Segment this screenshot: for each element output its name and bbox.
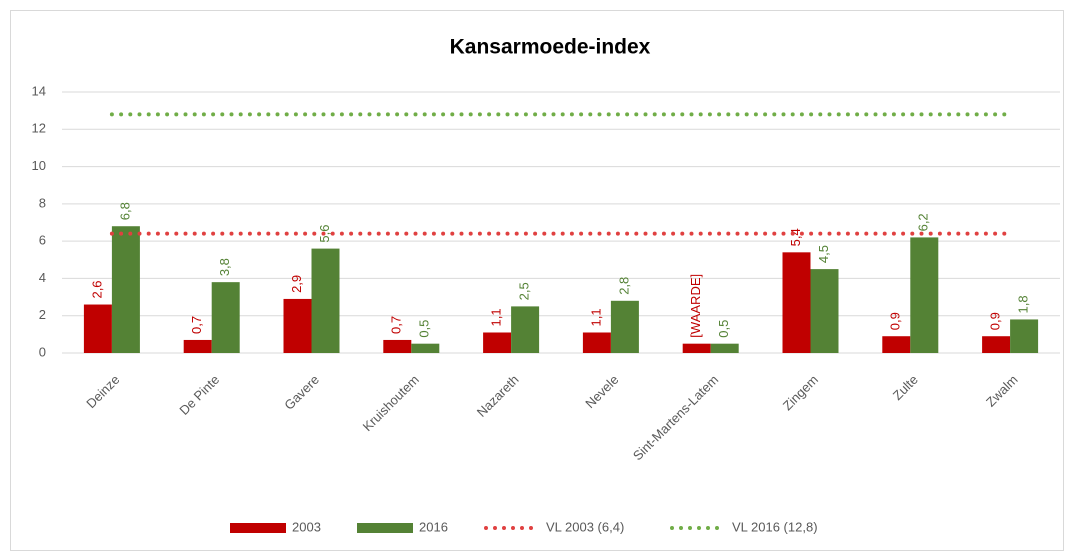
data-label: 5,4 bbox=[788, 228, 803, 246]
bar bbox=[882, 336, 911, 353]
data-label: 1,8 bbox=[1016, 295, 1031, 313]
chart-border bbox=[10, 10, 1064, 551]
data-label: 0,9 bbox=[988, 312, 1003, 330]
bar bbox=[483, 332, 512, 353]
data-label: 0,5 bbox=[417, 320, 432, 338]
bar bbox=[511, 306, 540, 353]
legend-label: VL 2016 (12,8) bbox=[732, 519, 818, 534]
legend-label: VL 2003 (6,4) bbox=[546, 519, 624, 534]
data-label: 3,8 bbox=[217, 258, 232, 276]
y-tick-label: 14 bbox=[32, 83, 46, 98]
y-tick-label: 4 bbox=[39, 270, 46, 285]
y-tick-label: 6 bbox=[39, 233, 46, 248]
bar bbox=[910, 237, 939, 353]
data-label: 0,7 bbox=[389, 316, 404, 334]
legend-swatch bbox=[230, 523, 286, 533]
data-label: 6,8 bbox=[117, 202, 132, 220]
bar bbox=[411, 343, 440, 353]
data-label: 2,5 bbox=[517, 282, 532, 300]
y-tick-label: 8 bbox=[39, 195, 46, 210]
legend-label: 2003 bbox=[292, 519, 321, 534]
bar bbox=[383, 339, 412, 353]
bar bbox=[682, 343, 711, 353]
data-label: 1,1 bbox=[489, 308, 504, 326]
y-tick-label: 0 bbox=[39, 344, 46, 359]
bar bbox=[183, 339, 212, 353]
bar bbox=[1010, 319, 1039, 353]
bar bbox=[582, 332, 611, 353]
bar bbox=[211, 282, 240, 353]
y-tick-label: 2 bbox=[39, 307, 46, 322]
bar bbox=[311, 248, 340, 353]
bar bbox=[111, 226, 140, 353]
data-label: 6,2 bbox=[916, 213, 931, 231]
data-label: 1,1 bbox=[588, 308, 603, 326]
data-label: 2,8 bbox=[616, 277, 631, 295]
data-label: [WAARDE] bbox=[688, 274, 703, 338]
data-label: 2,6 bbox=[89, 280, 104, 298]
data-label: 0,5 bbox=[716, 320, 731, 338]
y-tick-label: 12 bbox=[32, 121, 46, 136]
bar bbox=[83, 304, 112, 353]
bar bbox=[810, 269, 839, 353]
bar bbox=[982, 336, 1011, 353]
chart-title: Kansarmoede-index bbox=[450, 36, 651, 59]
data-label: 4,5 bbox=[816, 245, 831, 263]
bar bbox=[283, 298, 312, 353]
data-label: 2,9 bbox=[289, 275, 304, 293]
bar bbox=[710, 343, 739, 353]
bar bbox=[782, 252, 811, 353]
bar bbox=[610, 300, 639, 353]
data-label: 0,9 bbox=[888, 312, 903, 330]
legend-swatch bbox=[357, 523, 413, 533]
data-label: 0,7 bbox=[189, 316, 204, 334]
y-tick-label: 10 bbox=[32, 158, 46, 173]
legend-label: 2016 bbox=[419, 519, 448, 534]
